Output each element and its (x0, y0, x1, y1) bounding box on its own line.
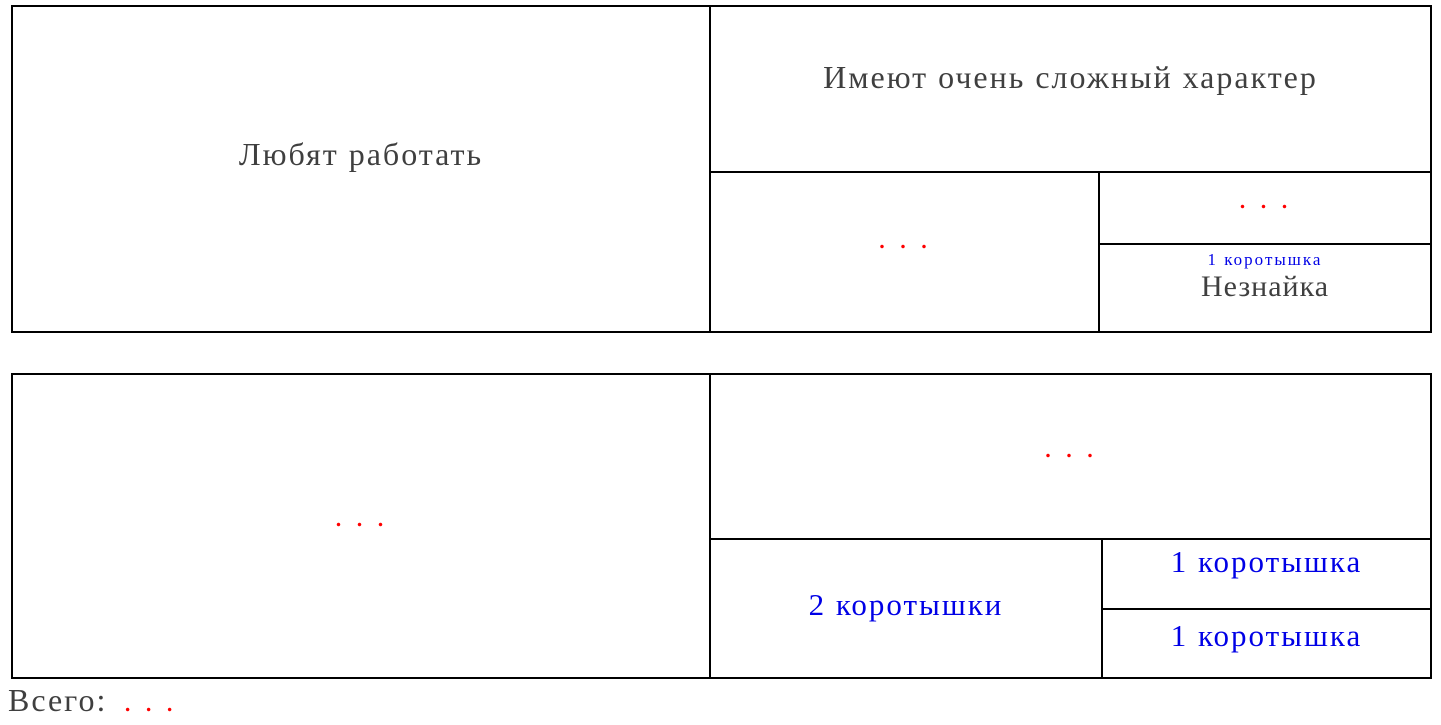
table-bottom: . . . . . . 2 коротышки 1 коротышка 1 ко… (11, 373, 1432, 679)
table-top-right-section: Имеют очень сложный характер . . . . . .… (711, 7, 1430, 331)
cell-neznaika: 1 коротышка Незнайка (1100, 245, 1430, 331)
cell-one-korotyshka-bottom: 1 коротышка (1103, 610, 1430, 677)
table-bottom-right-section: . . . 2 коротышки 1 коротышка 1 коротышк… (711, 375, 1430, 677)
total-label: Всего: (8, 682, 108, 718)
label-slozhny-kharakter: Имеют очень сложный характер (823, 58, 1318, 95)
cell-slozhny-kharakter: Имеют очень сложный характер (711, 7, 1430, 173)
cell-one-korotyshka-top: 1 коротышка (1103, 540, 1430, 610)
label-one-korotyshka: 1 коротышка (1170, 618, 1363, 653)
total-line: Всего: . . . (8, 682, 176, 719)
blank-dots: . . . (334, 500, 388, 533)
table-top: Любят работать Имеют очень сложный харак… (11, 5, 1432, 333)
blank-dots: . . . (1238, 182, 1292, 215)
cell-blank-top-left: . . . (711, 173, 1100, 331)
table-top-subcells: . . . 1 коротышка Незнайка (1100, 173, 1430, 331)
blank-dots: . . . (878, 222, 931, 255)
label-count-small: 1 коротышка (1207, 250, 1323, 269)
blank-dots: . . . (1044, 430, 1097, 464)
label-two-korotyshki: 2 коротышки (808, 586, 1004, 622)
blank-dots: . . . (123, 685, 177, 718)
cell-lyubyat-rabotat: Любят работать (13, 7, 711, 331)
label-neznaika: Незнайка (1200, 270, 1330, 303)
cell-blank-bottom-top: . . . (711, 375, 1430, 540)
label-lyubyat-rabotat: Любят работать (238, 135, 484, 172)
cell-two-korotyshki: 2 коротышки (711, 540, 1103, 677)
table-bottom-bottom-row: 2 коротышки 1 коротышка 1 коротышка (711, 540, 1430, 677)
table-bottom-subcells: 1 коротышка 1 коротышка (1103, 540, 1430, 677)
label-one-korotyshka: 1 коротышка (1170, 544, 1363, 579)
cell-blank-bottom-left: . . . (13, 375, 711, 677)
table-top-bottom-row: . . . . . . 1 коротышка Незнайка (711, 173, 1430, 331)
cell-blank-top-right: . . . (1100, 173, 1430, 245)
